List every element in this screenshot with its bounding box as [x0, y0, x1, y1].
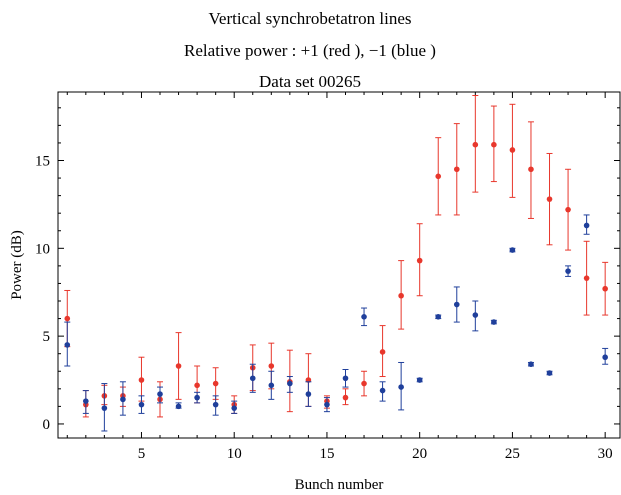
- data-point: [398, 292, 404, 299]
- data-point: [120, 396, 126, 403]
- data-point: [212, 380, 219, 387]
- tick-labels: 5 10 15 20 25 30 0 5 10 15: [35, 153, 613, 462]
- data-point: [583, 222, 590, 229]
- series-red: [64, 95, 609, 418]
- data-point: [491, 141, 497, 148]
- data-point: [194, 382, 200, 389]
- data-point: [342, 394, 349, 401]
- data-point: [305, 391, 312, 397]
- data-point: [175, 403, 182, 410]
- tick-marks: [58, 92, 620, 438]
- data-point: [602, 354, 608, 361]
- data-point: [212, 401, 219, 408]
- data-point: [435, 173, 442, 180]
- data-point: [194, 394, 200, 401]
- chart-title: Vertical synchrobetatron lines Relative …: [184, 9, 436, 91]
- data-point: [249, 375, 256, 382]
- data-point: [453, 301, 460, 308]
- x-tick-label: 30: [598, 446, 613, 462]
- series-blue: [64, 214, 609, 432]
- x-tick-label: 10: [227, 446, 242, 462]
- y-axis-label: Power (dB): [9, 230, 25, 300]
- data-point: [324, 401, 330, 408]
- data-point: [472, 141, 479, 148]
- data-point: [398, 384, 404, 390]
- data-point: [138, 377, 145, 383]
- data-point: [361, 314, 367, 320]
- data-point: [546, 370, 553, 376]
- y-tick-label: 15: [35, 153, 50, 169]
- plot-frame: [57, 91, 621, 439]
- title-line-2: Relative power : +1 (red ), −1 (blue ): [184, 41, 436, 60]
- x-tick-label: 20: [412, 446, 427, 462]
- x-axis-label: Bunch number: [295, 477, 384, 493]
- data-point: [583, 275, 590, 281]
- data-point: [268, 363, 275, 369]
- y-tick-label: 5: [43, 329, 51, 345]
- data-point: [491, 319, 497, 325]
- data-point: [361, 380, 367, 387]
- x-tick-label: 25: [505, 446, 520, 462]
- data-point: [546, 196, 553, 202]
- data-point: [416, 257, 423, 264]
- y-tick-label: 0: [43, 417, 51, 433]
- data-point: [379, 387, 386, 394]
- x-tick-label: 15: [319, 446, 334, 462]
- data-point: [83, 398, 89, 404]
- title-line-3: Data set 00265: [259, 72, 361, 91]
- data-point: [509, 147, 516, 153]
- data-point: [64, 342, 71, 348]
- data-point: [435, 314, 442, 320]
- data-point: [157, 391, 163, 397]
- data-point: [528, 361, 534, 368]
- data-point: [416, 377, 423, 383]
- data-point: [342, 375, 349, 382]
- data-point: [528, 166, 534, 173]
- data-point: [287, 380, 293, 387]
- data-point: [231, 405, 238, 411]
- data-point: [64, 315, 71, 322]
- data-point: [101, 405, 108, 411]
- data-point: [472, 312, 479, 318]
- y-tick-label: 10: [35, 241, 50, 257]
- data-point: [565, 206, 571, 213]
- data-point: [453, 166, 460, 173]
- data-series: [64, 95, 609, 432]
- data-point: [509, 247, 516, 253]
- data-point: [379, 349, 386, 355]
- data-point: [175, 363, 182, 369]
- data-point: [138, 401, 145, 408]
- data-point: [565, 268, 571, 274]
- x-tick-label: 5: [138, 446, 146, 462]
- data-point: [602, 285, 608, 292]
- title-line-1: Vertical synchrobetatron lines: [209, 9, 412, 28]
- data-point: [268, 382, 275, 389]
